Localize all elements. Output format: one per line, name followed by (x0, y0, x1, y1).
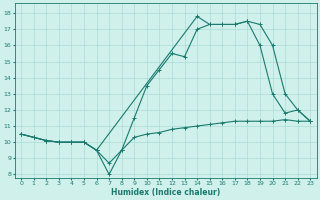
X-axis label: Humidex (Indice chaleur): Humidex (Indice chaleur) (111, 188, 220, 197)
